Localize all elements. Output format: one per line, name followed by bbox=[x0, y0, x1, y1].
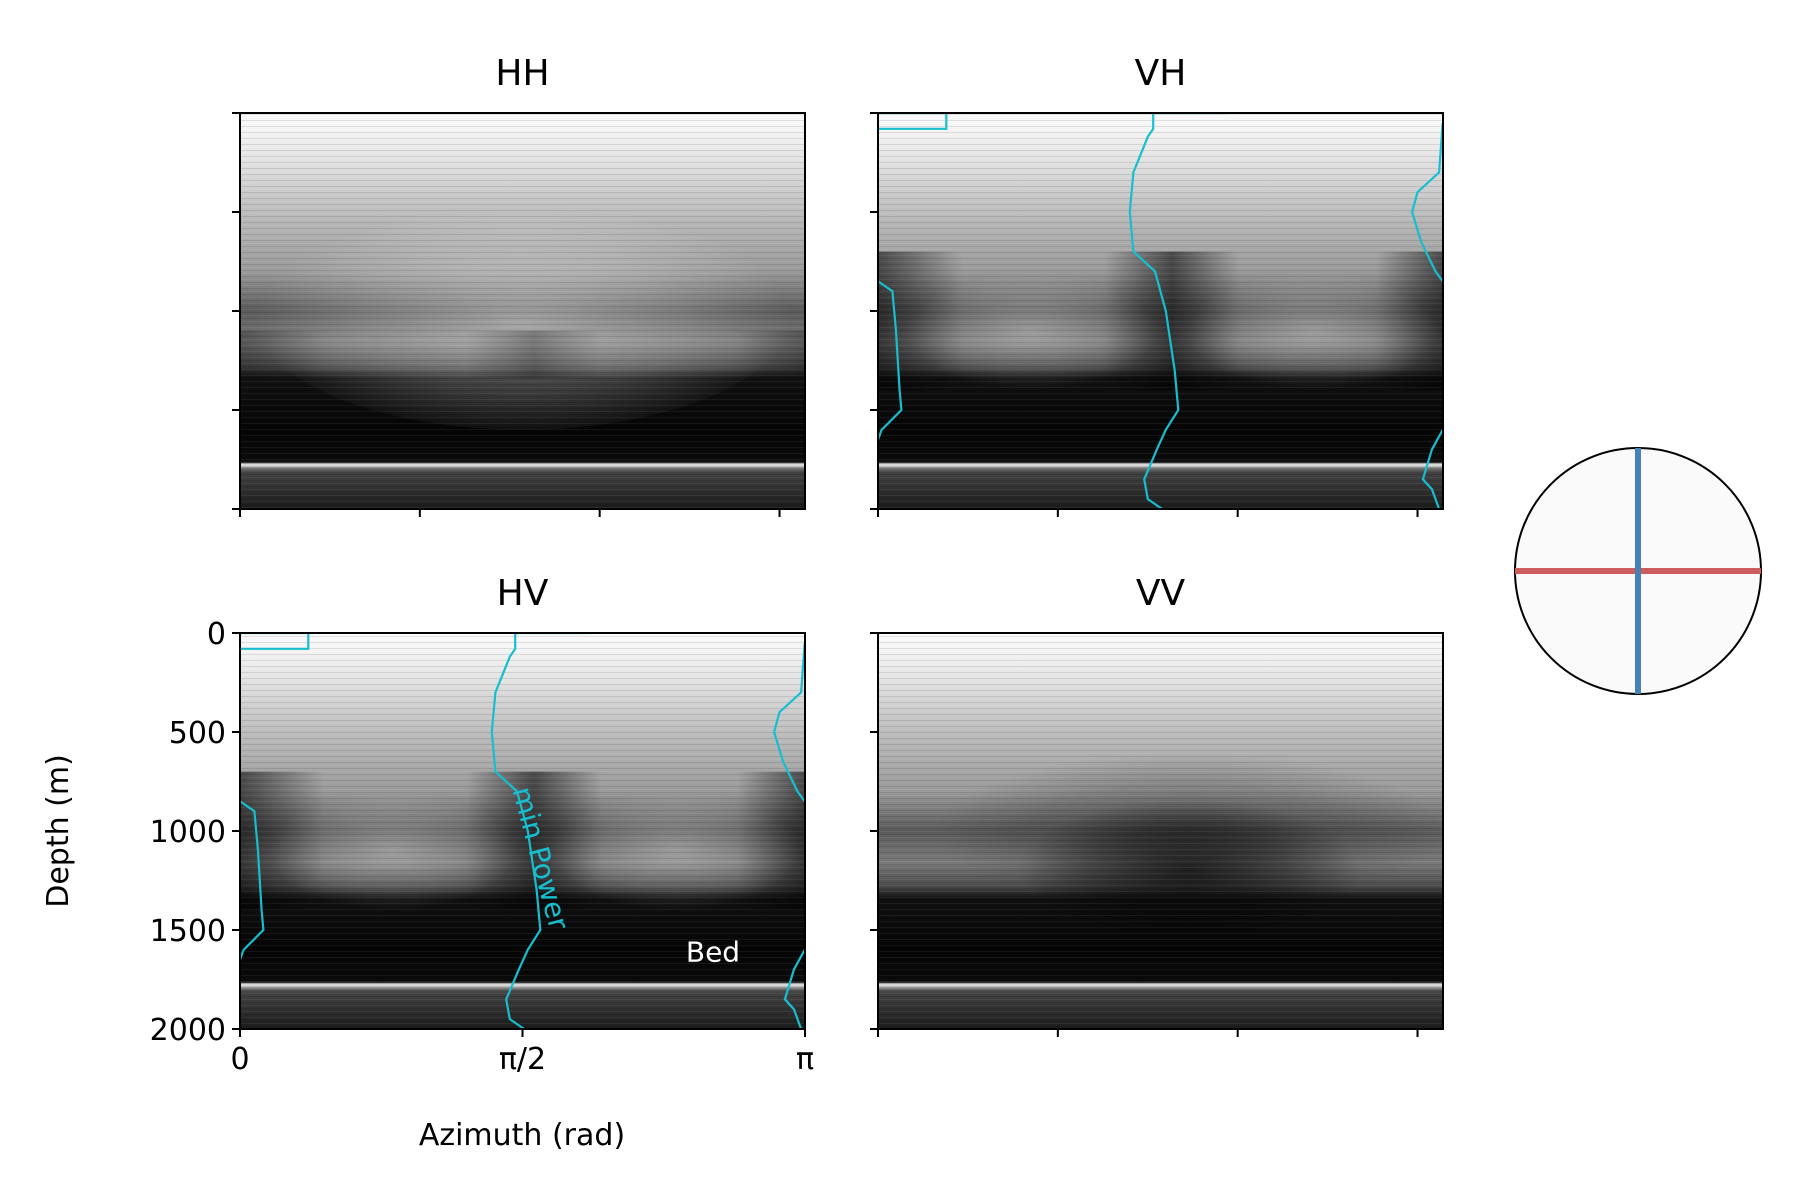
heatmap bbox=[878, 633, 1443, 1029]
bed-reflector bbox=[878, 983, 1443, 987]
polarization-inset bbox=[1514, 447, 1762, 695]
min-power-line bbox=[772, 642, 805, 802]
min-power-line bbox=[878, 280, 903, 441]
min-power-line bbox=[240, 633, 310, 650]
panel-hh: HH bbox=[232, 53, 806, 517]
heatmap bbox=[878, 113, 1443, 509]
min-power-line bbox=[878, 113, 948, 130]
x-axis-label: Azimuth (rad) bbox=[419, 1118, 625, 1153]
panel-vh: VH bbox=[870, 53, 1444, 517]
min-power-line bbox=[490, 633, 591, 1029]
heatmap bbox=[240, 633, 805, 1029]
panel-title: HH bbox=[495, 53, 549, 94]
panel-title: VV bbox=[1136, 573, 1186, 614]
min-power-line bbox=[1421, 429, 1443, 509]
y-tick-label: 1500 bbox=[150, 914, 226, 949]
heatmap bbox=[240, 113, 805, 509]
bed-reflector bbox=[240, 983, 805, 987]
min-power-line bbox=[1128, 113, 1229, 509]
x-tick-label: π/2 bbox=[499, 1042, 546, 1077]
min-power-line bbox=[240, 800, 265, 961]
bed-reflector bbox=[878, 463, 1443, 467]
min-power-line bbox=[1410, 122, 1443, 282]
y-tick-label: 0 bbox=[207, 617, 226, 652]
bed-reflector bbox=[240, 463, 805, 467]
y-axis-label: Depth (m) bbox=[41, 754, 76, 908]
min-power-line bbox=[783, 949, 805, 1029]
annotation: Bed bbox=[686, 936, 740, 969]
x-tick-label: π bbox=[796, 1042, 814, 1077]
panel-vv: VV bbox=[870, 573, 1444, 1037]
y-tick-label: 1000 bbox=[150, 815, 226, 850]
y-tick-label: 500 bbox=[169, 716, 226, 751]
x-tick-label: 0 bbox=[230, 1042, 249, 1077]
panel-title: HV bbox=[497, 573, 549, 614]
panel-title: VH bbox=[1135, 53, 1187, 94]
y-tick-label: 2000 bbox=[150, 1013, 226, 1048]
